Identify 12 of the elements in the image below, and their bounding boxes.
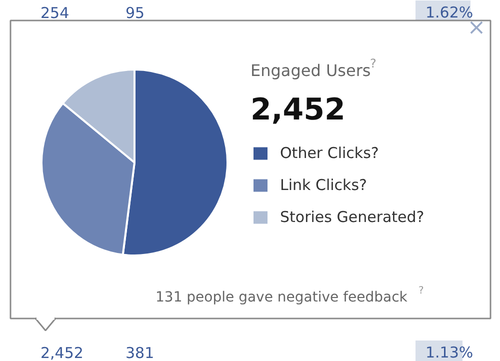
legend-label: Other Clicks?: [280, 144, 379, 162]
text: 131 people gave negative feedback?: [156, 286, 424, 306]
legend-label: Stories Generated?: [280, 208, 424, 226]
legend-label: Link Clicks?: [280, 176, 368, 194]
text: 381: [126, 344, 154, 361]
text: 1.13%: [426, 344, 474, 361]
text: 2,452: [250, 92, 346, 128]
text: 2,452: [40, 344, 84, 361]
text: 1.62%: [426, 4, 474, 22]
text: 95: [126, 4, 145, 22]
chart-title: Engaged Users?: [250, 56, 376, 80]
text: 254: [40, 4, 70, 22]
